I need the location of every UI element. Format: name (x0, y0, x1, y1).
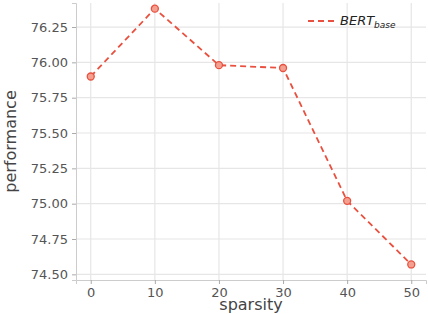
tick: 76.25 (31, 20, 76, 35)
tick-mark (72, 204, 76, 205)
tick-mark (72, 168, 76, 169)
marker (280, 65, 287, 72)
axis-line (72, 4, 77, 281)
tick: 76.00 (31, 55, 76, 70)
tick: 75.75 (31, 90, 76, 105)
tick-label: 10 (147, 285, 164, 300)
chart: 0102030405074.5074.7575.0075.2575.5075.7… (0, 0, 428, 314)
grid-line (76, 62, 426, 63)
tick-mark (283, 280, 284, 284)
marks (87, 5, 415, 268)
tick: 74.50 (31, 267, 76, 282)
tick: 0 (87, 280, 95, 300)
grid-line (76, 97, 426, 98)
tick-label: 75.50 (31, 126, 68, 141)
tick-mark (347, 280, 348, 284)
tick-mark (91, 280, 92, 284)
tick: 74.75 (31, 232, 76, 247)
tick: 75.00 (31, 196, 76, 211)
tick-label: 75.25 (31, 161, 68, 176)
tick-label: 40 (339, 285, 356, 300)
tick-label: 74.50 (31, 267, 68, 282)
tick: 40 (339, 280, 356, 300)
tick-mark (72, 27, 76, 28)
tick-label: 74.75 (31, 232, 68, 247)
grid-line (76, 203, 426, 204)
tick-label: 76.00 (31, 55, 68, 70)
tick-mark (72, 98, 76, 99)
tick-mark (155, 280, 156, 284)
series-line (91, 9, 412, 265)
grid-line (218, 3, 219, 280)
tick-mark (72, 133, 76, 134)
marker (344, 197, 351, 204)
marker (408, 261, 415, 268)
tick-mark (72, 274, 76, 275)
tick-mark (72, 62, 76, 63)
grid-line (282, 3, 283, 280)
grid-line (154, 3, 155, 280)
tick-mark (72, 239, 76, 240)
grid-line (347, 3, 348, 280)
tick-label: 50 (403, 285, 420, 300)
plot: 0102030405074.5074.7575.0075.2575.5075.7… (31, 3, 427, 300)
tick-label: 76.25 (31, 20, 68, 35)
marker (151, 5, 158, 12)
tick-mark (219, 280, 220, 284)
legend: BERTbase (308, 13, 396, 30)
marker (215, 62, 222, 69)
y-axis: 74.50 74.75 75.00 75.25 75.50 75.75 76.00 76.25 (31, 4, 77, 283)
grid-line (76, 274, 426, 275)
legend-swatch (308, 20, 334, 22)
tick: 50 (403, 280, 420, 300)
legend-label: BERTbase (340, 13, 396, 30)
y-axis-title: performance (1, 90, 20, 192)
grid-line (76, 238, 426, 239)
marker (87, 73, 94, 80)
tick-label: 0 (87, 285, 95, 300)
grid-line (76, 132, 426, 133)
grid (76, 3, 426, 280)
tick-label: 75.75 (31, 90, 68, 105)
grid-line (76, 168, 426, 169)
axis-line (77, 281, 427, 285)
tick-label: 75.00 (31, 196, 68, 211)
tick: 75.50 (31, 126, 76, 141)
grid-line (90, 3, 91, 280)
x-axis-title: sparsity (219, 295, 282, 314)
tick-mark (411, 280, 412, 284)
tick: 75.25 (31, 161, 76, 176)
grid-line (411, 3, 412, 280)
tick: 10 (147, 280, 164, 300)
